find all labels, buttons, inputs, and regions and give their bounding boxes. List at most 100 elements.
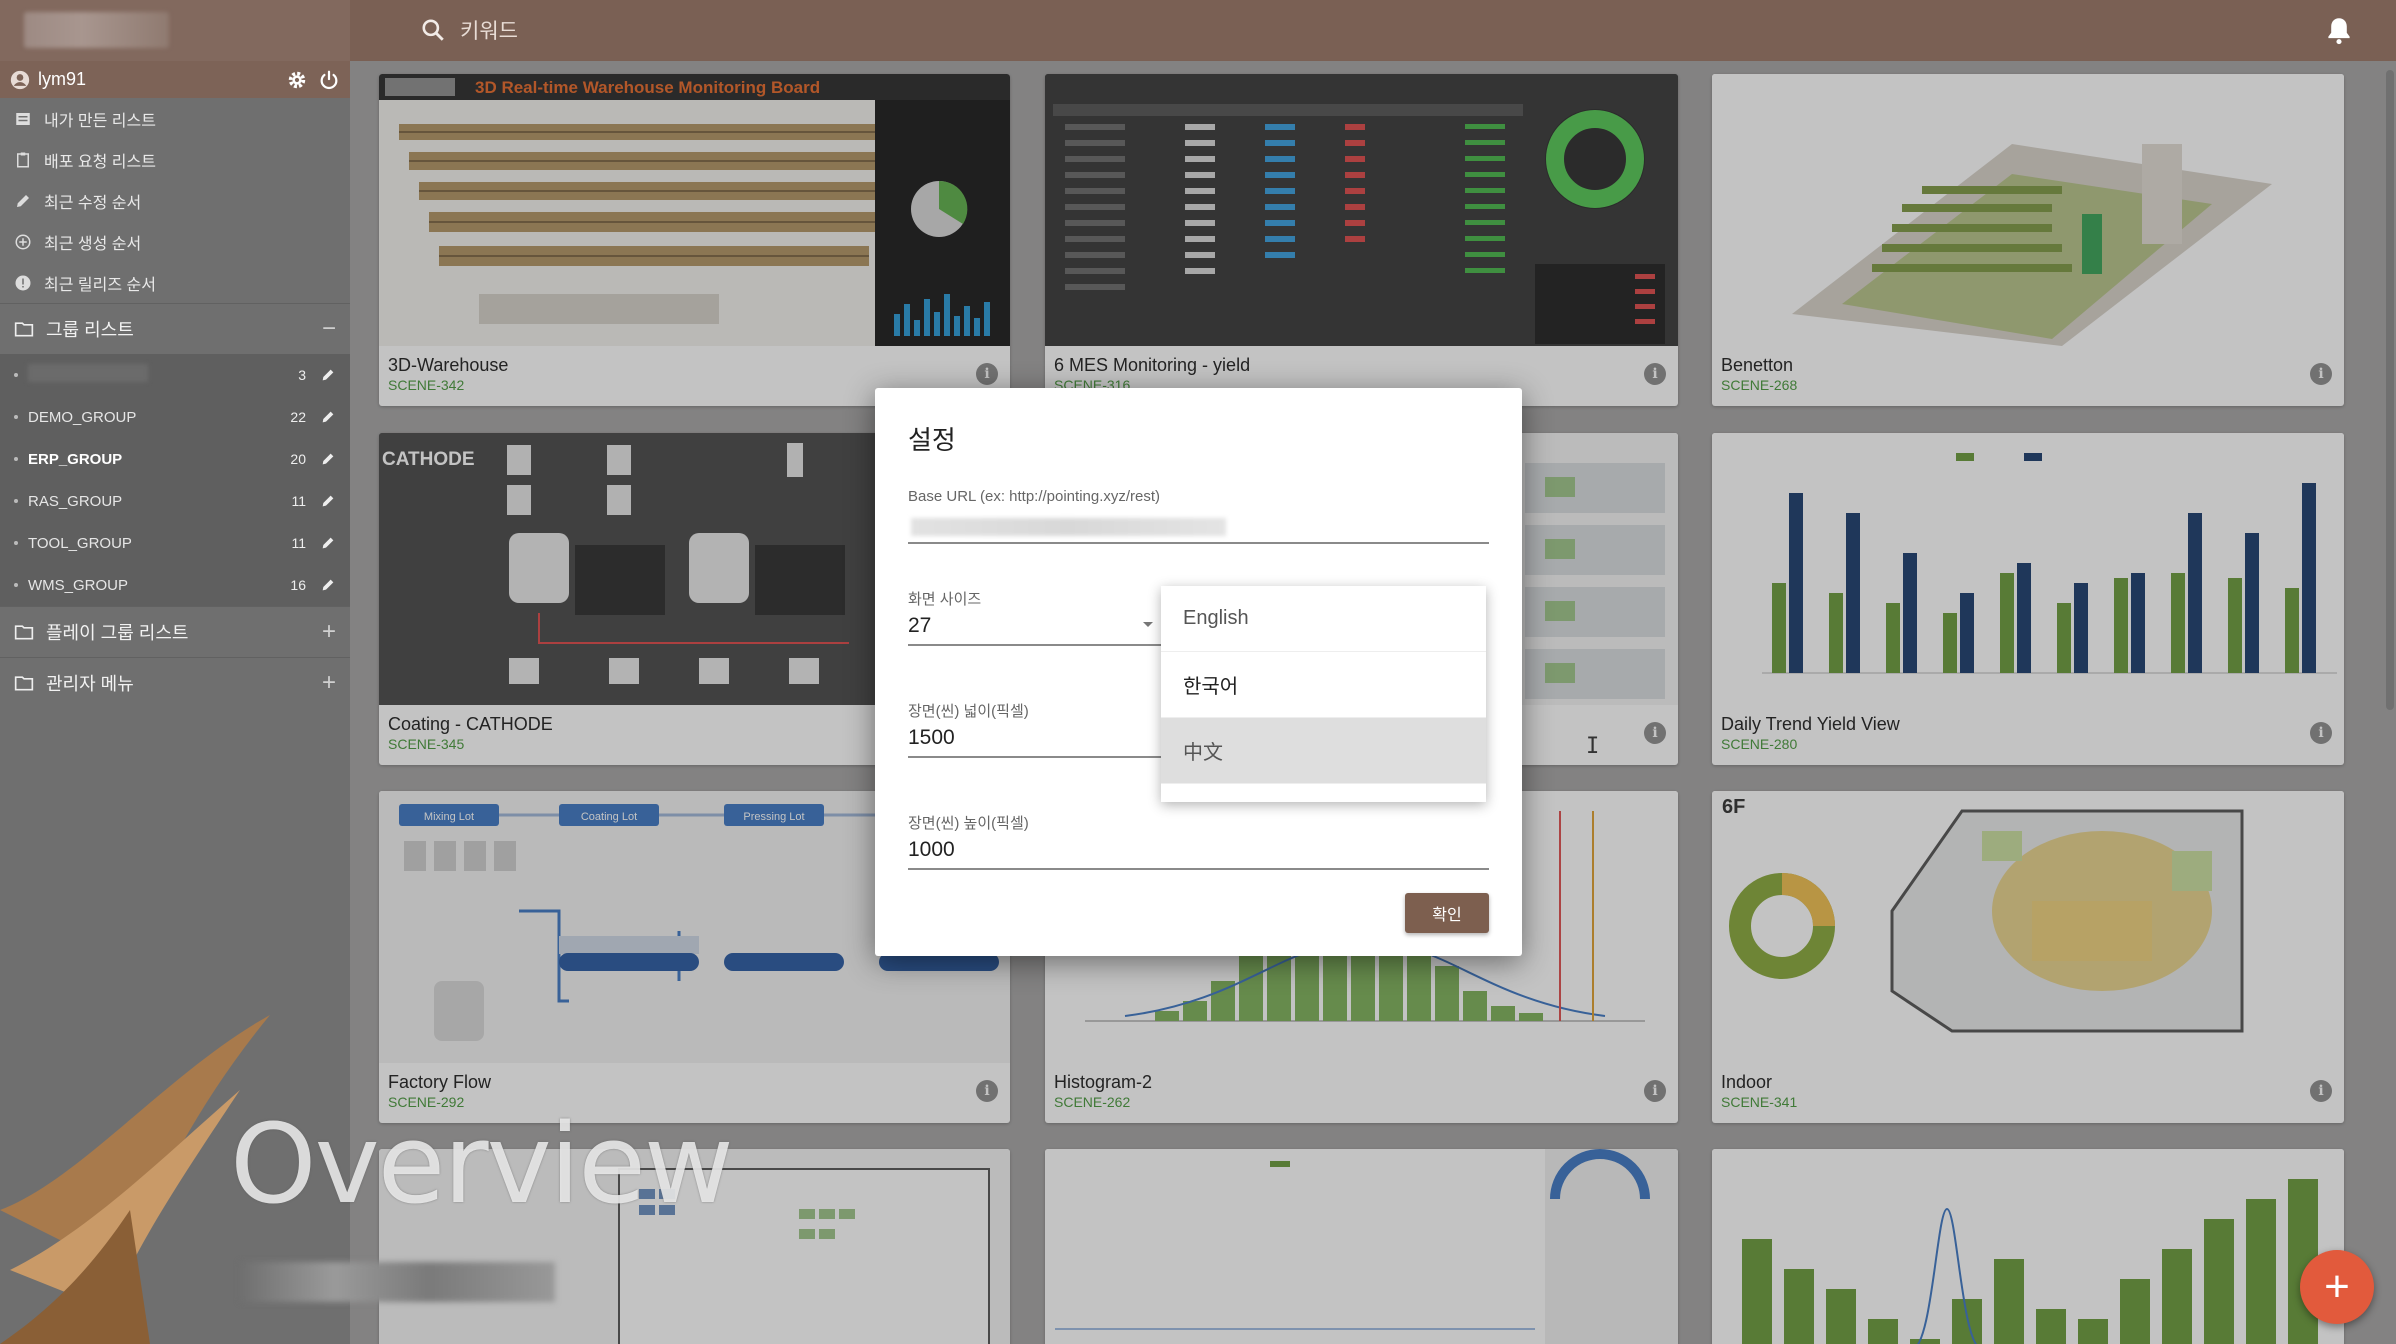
group-name: DEMO_GROUP [28, 408, 137, 426]
width-input[interactable]: 1500 [908, 726, 955, 749]
edit-pencil-icon[interactable] [320, 535, 336, 551]
scene-thumbnail: 3D Real-time Warehouse Monitoring Board [379, 74, 1010, 346]
bullet [14, 499, 18, 503]
edit-pencil-icon[interactable] [320, 577, 336, 593]
thumbnail-bar [1491, 1006, 1515, 1021]
info-icon[interactable]: i [1644, 1080, 1666, 1102]
search-icon[interactable] [420, 17, 446, 43]
logo[interactable] [24, 12, 169, 48]
language-option-english[interactable]: English [1161, 586, 1486, 652]
search-box[interactable]: 키워드 [420, 12, 518, 48]
scene-card[interactable]: CATHODE Coating - CATHODE SCENE-345 i [379, 433, 1010, 765]
menu-recent-modified[interactable]: 최근 수정 순서 [0, 180, 350, 221]
base-url-input[interactable] [911, 518, 1226, 536]
thumbnail-bar [1952, 1299, 1982, 1344]
user-name: lym91 [38, 69, 87, 89]
menu-label: 최근 수정 순서 [44, 194, 142, 212]
scene-title: Daily Trend Yield View [1721, 714, 1900, 734]
expand-button[interactable]: + [321, 618, 336, 645]
info-icon[interactable]: i [976, 363, 998, 385]
logo-area [0, 0, 350, 61]
dropdown-arrow-icon[interactable] [1143, 622, 1153, 627]
group-item-active[interactable]: ERP_GROUP 20 [0, 438, 350, 480]
info-icon[interactable]: i [2310, 1080, 2332, 1102]
info-icon[interactable]: i [1644, 722, 1666, 744]
search-input[interactable]: 키워드 [460, 20, 518, 43]
thumbnail-bar [1868, 1319, 1898, 1344]
thumbnail-bar [1463, 991, 1487, 1021]
scene-card[interactable]: Benetton SCENE-268 i [1712, 74, 2344, 406]
group-name: TOOL_GROUP [28, 534, 132, 552]
thumbnail-bar [1826, 1289, 1856, 1344]
group-count: 16 [290, 577, 306, 593]
menu-recent-released[interactable]: 최근 릴리즈 순서 [0, 262, 350, 303]
clipboard-icon [17, 152, 29, 167]
info-icon[interactable]: i [976, 1080, 998, 1102]
thumbnail-bar [1211, 981, 1235, 1021]
thumbnail-bar [1943, 613, 1957, 673]
group-name: RAS_GROUP [28, 492, 123, 510]
info-icon[interactable]: i [2310, 722, 2332, 744]
edit-pencil-icon[interactable] [320, 493, 336, 509]
group-item[interactable]: TOOL_GROUP 11 [0, 522, 350, 564]
expand-button[interactable]: + [321, 669, 336, 696]
language-option-chinese[interactable]: 中文 [1161, 718, 1486, 784]
menu-recent-created[interactable]: 최근 생성 순서 [0, 221, 350, 262]
thumb-title: CATHODE [382, 449, 475, 470]
height-input[interactable]: 1000 [908, 838, 955, 861]
confirm-button[interactable]: 확인 [1405, 893, 1489, 933]
scene-card[interactable]: 3D Real-time Warehouse Monitoring Board … [379, 74, 1010, 406]
menu-my-list[interactable]: 내가 만든 리스트 [0, 98, 350, 139]
group-item[interactable]: RAS_GROUP 11 [0, 480, 350, 522]
thumbnail-bar [1239, 951, 1263, 1021]
scene-card[interactable] [379, 1149, 1010, 1344]
scene-title: Benetton [1721, 355, 1794, 375]
blurred-subtitle [240, 1262, 555, 1302]
add-scene-button[interactable]: + [2300, 1250, 2374, 1324]
settings-gear-icon[interactable] [286, 69, 308, 91]
notification-bell-icon[interactable] [2322, 14, 2356, 48]
base-url-label: Base URL (ex: http://pointing.xyz/rest) [908, 488, 1161, 505]
scene-card[interactable] [1045, 1149, 1678, 1344]
section-label: 그룹 리스트 [46, 320, 134, 340]
info-icon[interactable]: i [1644, 363, 1666, 385]
section-label: 관리자 메뉴 [46, 674, 134, 694]
top-bar: 키워드 [0, 0, 2396, 61]
group-list-header[interactable]: 그룹 리스트 − [0, 303, 350, 354]
thumbnail-bar [1903, 553, 1917, 673]
scene-card[interactable]: Daily Trend Yield View SCENE-280 i [1712, 433, 2344, 765]
scene-card[interactable] [1712, 1149, 2344, 1344]
edit-pencil-icon[interactable] [320, 409, 336, 425]
flow-label: Coating Lot [581, 811, 637, 823]
language-option-korean[interactable]: 한국어 [1161, 652, 1486, 718]
scene-card[interactable]: 6F Indoor SCENE-341 i [1712, 791, 2344, 1123]
thumbnail-bar [1183, 1001, 1207, 1021]
scene-card[interactable]: 6 MES Monitoring - yield SCENE-316 i [1045, 74, 1678, 406]
group-list: 3 DEMO_GROUP 22 ERP_GROUP 20 RAS_GROUP 1… [0, 354, 350, 606]
scene-title: Histogram-2 [1054, 1072, 1153, 1092]
thumbnail-bar [1742, 1239, 1772, 1344]
info-icon[interactable]: i [2310, 363, 2332, 385]
thumbnail-bar [1784, 1269, 1814, 1344]
user-bar: lym91 [0, 61, 350, 98]
screen-size-select[interactable]: 27 [908, 614, 932, 637]
alert-circle-icon [15, 275, 31, 290]
scrollbar[interactable] [2386, 70, 2394, 710]
collapse-button[interactable]: − [321, 315, 336, 342]
group-item[interactable]: WMS_GROUP 16 [0, 564, 350, 606]
admin-menu-header[interactable]: 관리자 메뉴 + [0, 657, 350, 708]
scene-thumbnail [1712, 74, 2344, 346]
group-item[interactable]: DEMO_GROUP 22 [0, 396, 350, 438]
language-dropdown[interactable]: English 한국어 中文 I [1161, 586, 1599, 802]
group-item[interactable]: 3 [0, 354, 350, 396]
menu-deploy-requests[interactable]: 배포 요청 리스트 [0, 139, 350, 180]
play-group-list-header[interactable]: 플레이 그룹 리스트 + [0, 606, 350, 657]
thumbnail-bar [1772, 583, 1786, 673]
edit-pencil-icon[interactable] [320, 451, 336, 467]
thumb-title: 3D Real-time Warehouse Monitoring Board [475, 78, 820, 97]
thumbnail-bar [2171, 573, 2185, 673]
scene-title: Coating - CATHODE [388, 714, 553, 734]
edit-pencil-icon[interactable] [320, 367, 336, 383]
power-icon[interactable] [318, 69, 340, 91]
screen-size-underline [908, 644, 1161, 646]
